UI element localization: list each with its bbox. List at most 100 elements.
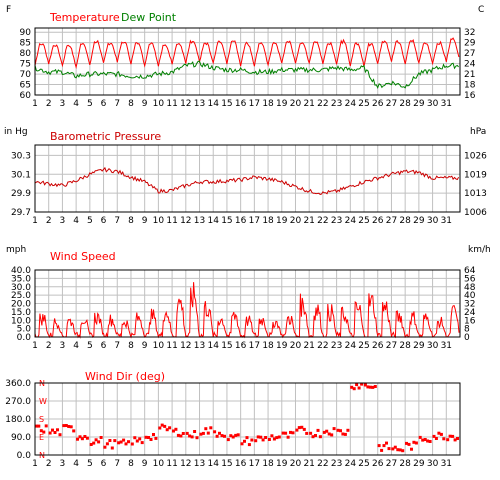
wind-dir-point xyxy=(355,383,359,387)
wind-dir-point xyxy=(78,435,82,439)
wind-dir-point xyxy=(135,439,139,443)
x-tick-label: 11 xyxy=(166,341,177,351)
y-tick-label: 10.0 xyxy=(11,316,31,326)
wind-dir-point xyxy=(434,437,438,440)
x-tick-label: 19 xyxy=(276,216,288,226)
x-tick-label: 1 xyxy=(32,216,38,226)
wind-dir-point xyxy=(147,436,150,439)
wind-dir-point xyxy=(412,440,416,444)
x-tick-label: 26 xyxy=(372,341,384,351)
wind-dir-point xyxy=(168,426,172,430)
wind-dir-point xyxy=(97,440,101,444)
wind-dir-point xyxy=(325,429,329,433)
y2-tick-label: 29 xyxy=(464,39,476,49)
x-tick-label: 12 xyxy=(180,341,191,351)
x-tick-label: 29 xyxy=(413,216,425,226)
x-tick-label: 5 xyxy=(87,99,93,109)
wind-dir-point xyxy=(94,438,98,442)
y2-tick-label: 56 xyxy=(464,274,476,284)
y2-tick-label: 24 xyxy=(464,60,476,70)
wind-dir-point xyxy=(346,428,350,432)
x-tick-label: 3 xyxy=(60,216,66,226)
x-tick-label: 31 xyxy=(441,99,452,109)
x-tick-label: 30 xyxy=(427,216,439,226)
wind-dir-point xyxy=(204,427,208,431)
x-tick-label: 29 xyxy=(413,341,425,351)
x-tick-label: 10 xyxy=(153,341,165,351)
x-tick-label: 21 xyxy=(303,459,314,469)
x-tick-label: 6 xyxy=(101,99,107,109)
wind-dir-point xyxy=(289,430,292,434)
y2-tick-label: 40 xyxy=(464,291,476,301)
x-tick-label: 8 xyxy=(128,459,134,469)
y2-tick-label: 24 xyxy=(464,308,476,318)
x-tick-label: 2 xyxy=(46,99,52,109)
wind-dir-point xyxy=(295,428,299,432)
wind-dir-point xyxy=(385,441,388,445)
y-tick-label: 80 xyxy=(20,49,32,59)
wind-dir-point xyxy=(366,385,370,389)
x-tick-label: 27 xyxy=(386,459,397,469)
wind-dir-point xyxy=(245,436,249,440)
x-tick-label: 24 xyxy=(345,341,357,351)
x-tick-label: 25 xyxy=(358,341,369,351)
y2-tick-label: 1006 xyxy=(464,208,487,218)
wind-dir-point xyxy=(309,431,313,435)
wind-dir-point xyxy=(83,435,87,438)
x-tick-label: 26 xyxy=(372,99,384,109)
x-tick-label: 3 xyxy=(60,99,66,109)
wind-dir-point xyxy=(80,437,84,441)
wind-dir-point xyxy=(149,438,153,441)
wind-dir-point xyxy=(119,440,123,444)
y2-tick-label: 1026 xyxy=(464,151,487,161)
x-tick-label: 6 xyxy=(101,216,107,226)
wind-dir-point xyxy=(220,434,224,438)
y2-tick-label: 0 xyxy=(464,333,470,343)
x-tick-label: 1 xyxy=(32,99,38,109)
wind-dir-point xyxy=(270,434,274,438)
plot-border xyxy=(34,382,461,456)
plot-border xyxy=(34,27,461,96)
y-tick-label: 65 xyxy=(20,81,31,91)
x-tick-label: 10 xyxy=(153,216,165,226)
wind-dir-point xyxy=(401,449,405,453)
wind-dir-point xyxy=(76,437,79,441)
y2-tick-label: 48 xyxy=(464,283,476,293)
wind-dir-point xyxy=(432,434,436,438)
wind-dir-point xyxy=(343,432,347,436)
wind-dir-point xyxy=(193,430,197,433)
x-tick-label: 28 xyxy=(399,341,411,351)
wind-dir-point xyxy=(393,445,397,449)
chart-title-2: Dew Point xyxy=(121,11,177,24)
y-tick-label: 90.0 xyxy=(11,433,31,443)
x-tick-label: 18 xyxy=(262,99,274,109)
x-tick-label: 10 xyxy=(153,99,165,109)
wind-dir-point xyxy=(108,439,112,442)
right-unit: C xyxy=(478,5,484,15)
x-tick-label: 25 xyxy=(358,459,369,469)
wind-dir-point xyxy=(332,427,336,431)
pressure-line xyxy=(34,166,460,195)
wind-dir-point xyxy=(314,434,317,437)
plot-border xyxy=(34,144,461,213)
x-tick-label: 21 xyxy=(303,99,314,109)
chart-panel-4: 1 2 3 4 5 6 7 8 9 10 11 12 13 14 15 16 17 18 19 20 21 22 23 24 2… xyxy=(5,370,461,469)
plot-area xyxy=(35,145,460,212)
wind-dir-point xyxy=(163,424,167,428)
x-tick-label: 24 xyxy=(345,459,357,469)
x-tick-label: 30 xyxy=(427,459,439,469)
wind-dir-point xyxy=(179,434,183,438)
wind-dir-point xyxy=(398,448,402,452)
wind-dir-point xyxy=(99,436,103,439)
x-tick-label: 2 xyxy=(46,216,52,226)
x-tick-label: 16 xyxy=(235,216,247,226)
wind-dir-point xyxy=(124,442,128,446)
wind-dir-point xyxy=(223,434,226,438)
x-tick-label: 15 xyxy=(221,459,232,469)
wind-dir-point xyxy=(291,431,295,435)
wind-dir-point xyxy=(414,441,418,445)
x-tick-label: 5 xyxy=(87,341,93,351)
y-tick-label: 20.0 xyxy=(11,300,31,310)
y2-tick-label: 32 xyxy=(464,300,475,310)
